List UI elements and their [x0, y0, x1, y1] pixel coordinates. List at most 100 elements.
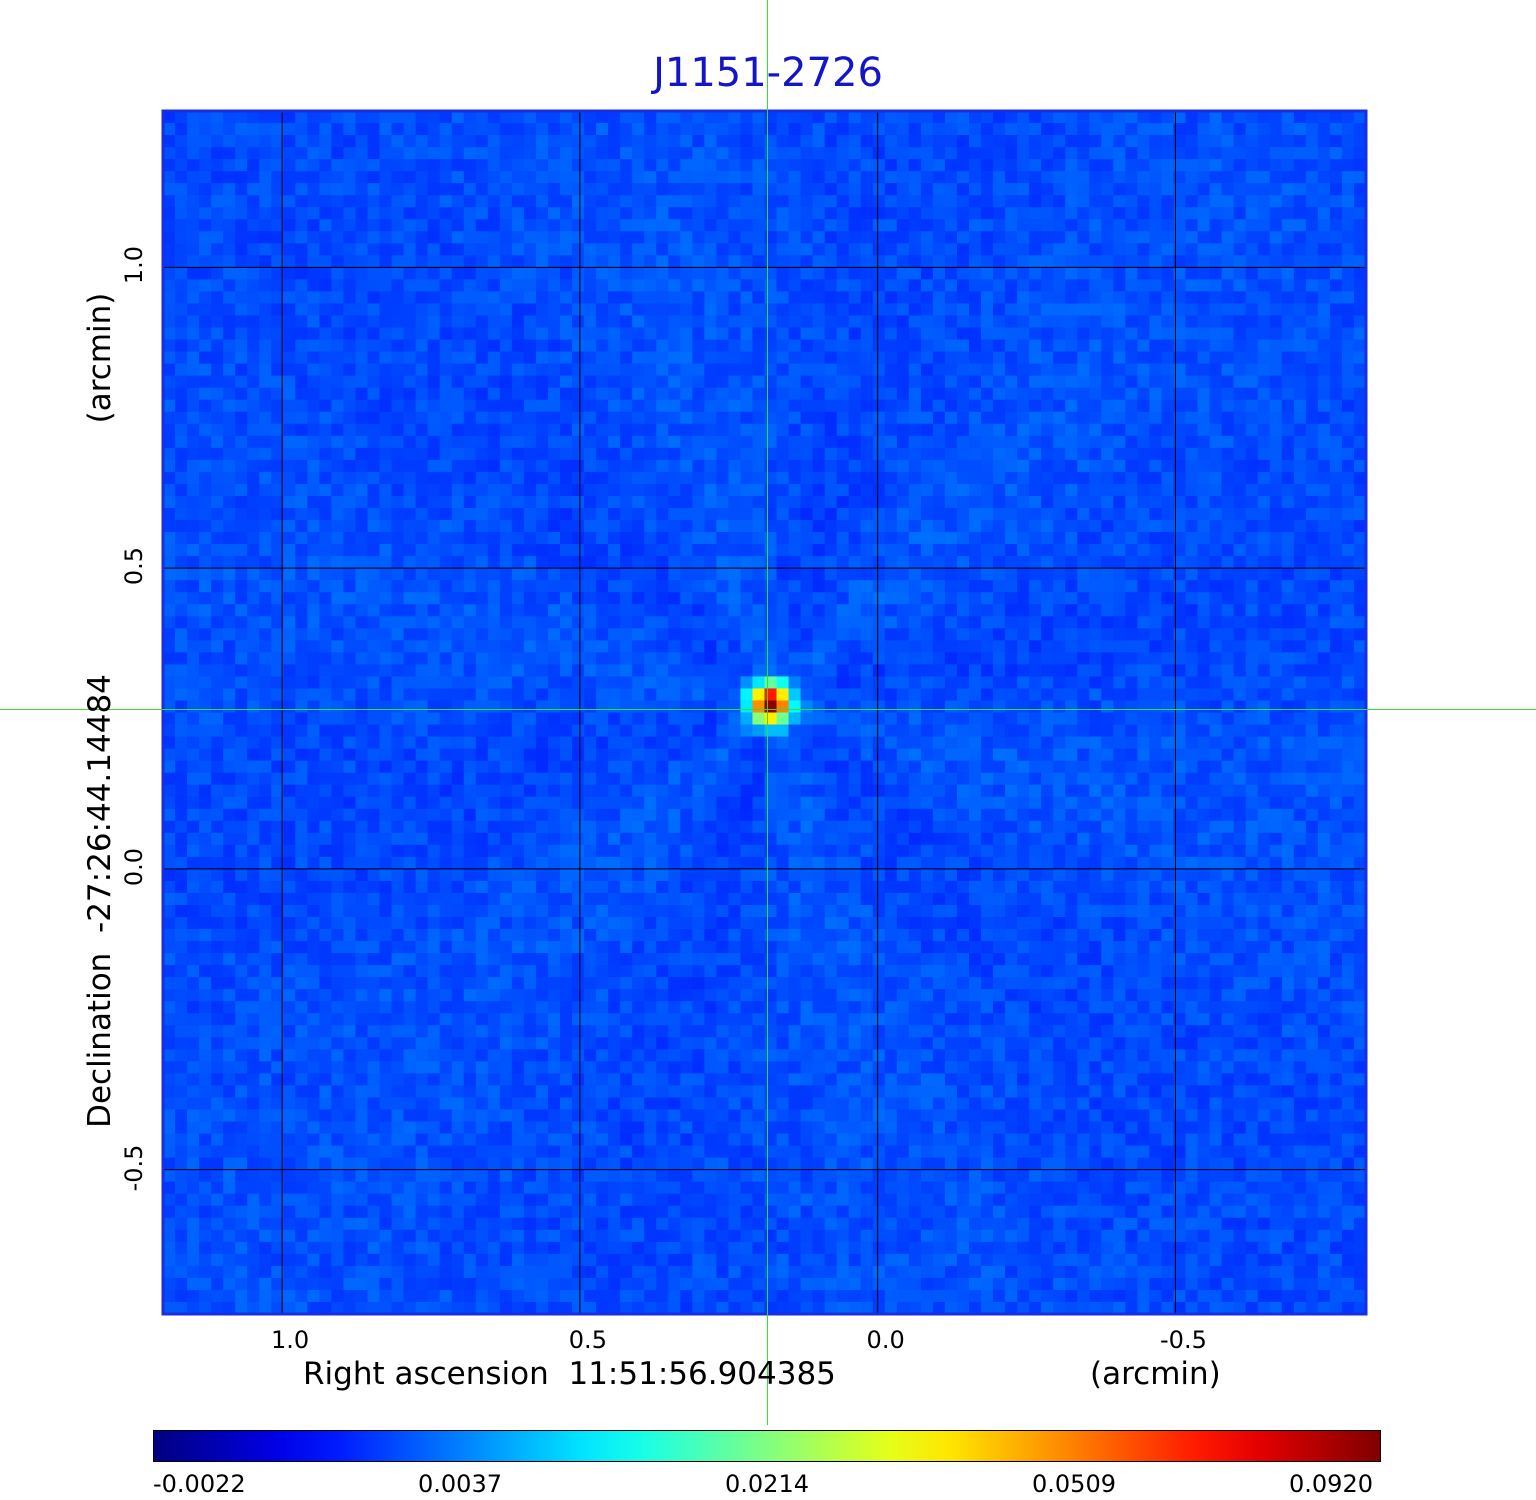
heatmap-cell: [932, 327, 946, 341]
heatmap-cell: [812, 664, 826, 678]
heatmap-cell: [704, 195, 717, 208]
heatmap-cell: [572, 243, 585, 256]
heatmap-cell: [1161, 111, 1175, 124]
heatmap-cell: [379, 147, 393, 160]
heatmap-cell: [247, 580, 260, 593]
heatmap-cell: [475, 159, 489, 172]
heatmap-cell: [223, 327, 236, 341]
heatmap-cell: [403, 315, 417, 329]
heatmap-cell: [499, 339, 513, 353]
heatmap-cell: [1149, 580, 1163, 593]
heatmap-cell: [559, 279, 573, 293]
heatmap-cell: [271, 423, 284, 437]
heatmap-cell: [1257, 411, 1271, 425]
heatmap-cell: [836, 171, 850, 184]
heatmap-cell: [692, 628, 705, 641]
heatmap-cell: [1281, 544, 1295, 557]
heatmap-cell: [932, 483, 946, 497]
heatmap-cell: [1173, 255, 1187, 268]
heatmap-cell: [1113, 556, 1126, 569]
heatmap-cell: [1149, 616, 1163, 629]
heatmap-cell: [463, 363, 477, 377]
heatmap-cell: [367, 327, 381, 341]
heatmap-cell: [1353, 159, 1367, 172]
heatmap-cell: [475, 471, 489, 485]
heatmap-cell: [920, 604, 934, 617]
heatmap-cell: [343, 640, 357, 653]
heatmap-cell: [547, 279, 561, 293]
heatmap-cell: [1209, 147, 1223, 160]
heatmap-cell: [331, 483, 345, 497]
heatmap-cell: [704, 544, 717, 557]
heatmap-cell: [1089, 111, 1102, 124]
heatmap-cell: [884, 375, 898, 389]
heatmap-cell: [343, 676, 357, 690]
heatmap-cell: [692, 375, 705, 389]
heatmap-cell: [271, 580, 284, 593]
heatmap-cell: [1209, 207, 1223, 220]
heatmap-cell: [211, 507, 224, 521]
heatmap-cell: [1029, 327, 1042, 341]
heatmap-cell: [1065, 568, 1078, 581]
heatmap-cell: [283, 700, 296, 714]
heatmap-cell: [1065, 520, 1078, 533]
heatmap-cell: [475, 267, 489, 281]
heatmap-cell: [692, 676, 705, 690]
heatmap-cell: [487, 700, 501, 714]
heatmap-cell: [307, 688, 320, 702]
heatmap-cell: [403, 676, 417, 690]
heatmap-cell: [1233, 327, 1247, 341]
heatmap-cell: [499, 495, 513, 509]
heatmap-cell: [175, 495, 188, 509]
heatmap-cell: [1089, 363, 1102, 377]
heatmap-cell: [223, 532, 236, 545]
heatmap-cell: [223, 568, 236, 581]
heatmap-cell: [981, 640, 994, 653]
heatmap-cell: [295, 435, 308, 449]
heatmap-cell: [584, 303, 597, 317]
heatmap-cell: [1245, 207, 1259, 220]
heatmap-cell: [1233, 267, 1247, 281]
heatmap-cell: [1029, 556, 1042, 569]
heatmap-cell: [824, 483, 838, 497]
heatmap-cell: [295, 507, 308, 521]
heatmap-cell: [247, 544, 260, 557]
heatmap-cell: [644, 592, 657, 605]
heatmap-cell: [1053, 171, 1066, 184]
heatmap-cell: [1233, 544, 1247, 557]
heatmap-cell: [523, 580, 537, 593]
heatmap-cell: [1065, 423, 1078, 437]
heatmap-cell: [1101, 399, 1114, 413]
heatmap-cell: [1029, 147, 1042, 160]
heatmap-cell: [920, 628, 934, 641]
heatmap-cell: [848, 207, 862, 220]
heatmap-cell: [1137, 291, 1151, 305]
heatmap-cell: [235, 483, 248, 497]
heatmap-cell: [391, 520, 405, 533]
heatmap-cell: [728, 568, 742, 581]
heatmap-cell: [1101, 652, 1114, 665]
heatmap-cell: [451, 231, 465, 244]
heatmap-cell: [1137, 592, 1151, 605]
heatmap-cell: [884, 459, 898, 473]
heatmap-cell: [680, 556, 693, 569]
heatmap-cell: [511, 267, 525, 281]
heatmap-cell: [1293, 195, 1307, 208]
heatmap-cell: [1173, 291, 1187, 305]
heatmap-cell: [981, 243, 994, 256]
heatmap-cell: [1053, 387, 1066, 401]
heatmap-cell: [1245, 580, 1259, 593]
heatmap-cell: [187, 580, 200, 593]
heatmap-cell: [1161, 544, 1175, 557]
heatmap-cell: [331, 111, 345, 124]
heatmap-cell: [1125, 652, 1139, 665]
heatmap-cell: [1101, 339, 1114, 353]
heatmap-cell: [1089, 664, 1102, 678]
heatmap-cell: [788, 435, 802, 449]
heatmap-cell: [740, 327, 754, 341]
heatmap-cell: [163, 207, 176, 220]
heatmap-cell: [1245, 327, 1259, 341]
heatmap-cell: [535, 507, 549, 521]
heatmap-cell: [776, 700, 790, 714]
heatmap-cell: [1125, 495, 1139, 509]
